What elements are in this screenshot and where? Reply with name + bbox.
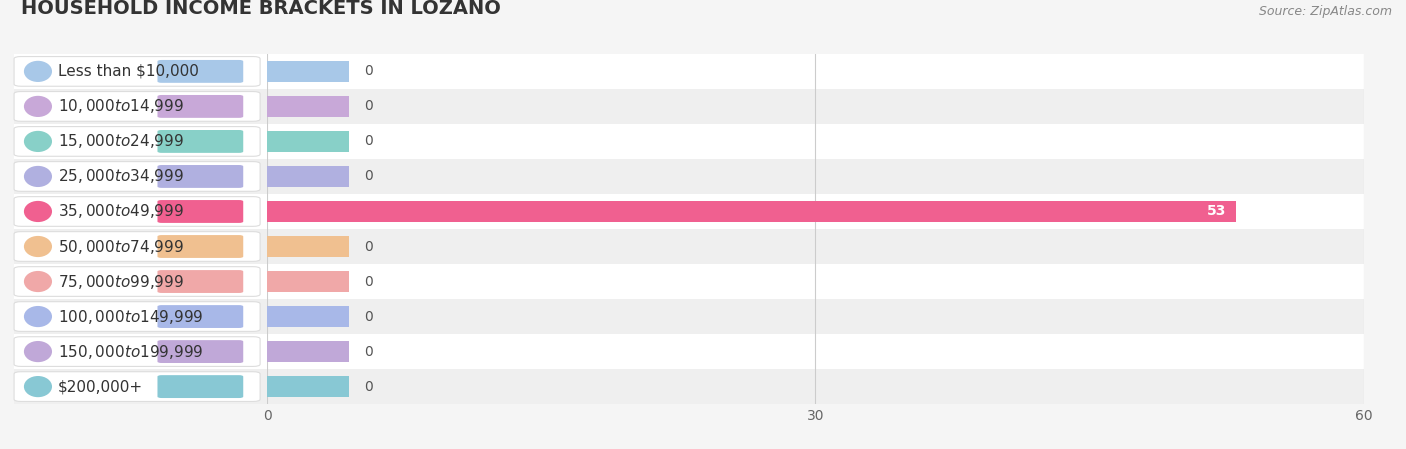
- Ellipse shape: [24, 271, 52, 292]
- Bar: [14, 89, 267, 124]
- Bar: [14, 264, 267, 299]
- Text: $200,000+: $200,000+: [58, 379, 143, 394]
- Ellipse shape: [24, 96, 52, 117]
- Text: 0: 0: [364, 379, 373, 394]
- FancyBboxPatch shape: [14, 127, 260, 156]
- FancyBboxPatch shape: [14, 267, 260, 296]
- Text: $35,000 to $49,999: $35,000 to $49,999: [58, 202, 184, 220]
- FancyBboxPatch shape: [157, 235, 243, 258]
- Bar: [14, 229, 267, 264]
- Text: $15,000 to $24,999: $15,000 to $24,999: [58, 132, 184, 150]
- Bar: [267, 271, 349, 292]
- Bar: [267, 369, 1364, 404]
- Text: 0: 0: [364, 309, 373, 324]
- Bar: [14, 369, 267, 404]
- Text: $100,000 to $149,999: $100,000 to $149,999: [58, 308, 202, 326]
- Bar: [267, 131, 349, 152]
- Bar: [267, 306, 349, 327]
- Bar: [267, 334, 1364, 369]
- Bar: [267, 299, 1364, 334]
- Text: Less than $10,000: Less than $10,000: [58, 64, 198, 79]
- Ellipse shape: [24, 166, 52, 187]
- Bar: [267, 166, 349, 187]
- Text: $10,000 to $14,999: $10,000 to $14,999: [58, 97, 184, 115]
- Bar: [267, 61, 349, 82]
- FancyBboxPatch shape: [157, 200, 243, 223]
- Text: $150,000 to $199,999: $150,000 to $199,999: [58, 343, 202, 361]
- Text: Source: ZipAtlas.com: Source: ZipAtlas.com: [1258, 5, 1392, 18]
- FancyBboxPatch shape: [157, 305, 243, 328]
- Bar: [267, 194, 1364, 229]
- FancyBboxPatch shape: [157, 60, 243, 83]
- Text: $75,000 to $99,999: $75,000 to $99,999: [58, 273, 184, 291]
- FancyBboxPatch shape: [14, 337, 260, 366]
- Bar: [14, 124, 267, 159]
- Bar: [14, 194, 267, 229]
- FancyBboxPatch shape: [14, 162, 260, 191]
- Bar: [267, 89, 1364, 124]
- Bar: [267, 236, 349, 257]
- Text: 0: 0: [364, 134, 373, 149]
- Text: HOUSEHOLD INCOME BRACKETS IN LOZANO: HOUSEHOLD INCOME BRACKETS IN LOZANO: [21, 0, 501, 18]
- FancyBboxPatch shape: [157, 130, 243, 153]
- FancyBboxPatch shape: [157, 340, 243, 363]
- Bar: [267, 54, 1364, 89]
- Ellipse shape: [24, 341, 52, 362]
- FancyBboxPatch shape: [14, 197, 260, 226]
- FancyBboxPatch shape: [157, 270, 243, 293]
- Text: $25,000 to $34,999: $25,000 to $34,999: [58, 167, 184, 185]
- Ellipse shape: [24, 201, 52, 222]
- Bar: [267, 341, 349, 362]
- Text: $50,000 to $74,999: $50,000 to $74,999: [58, 238, 184, 255]
- Bar: [14, 299, 267, 334]
- FancyBboxPatch shape: [157, 95, 243, 118]
- Text: 0: 0: [364, 344, 373, 359]
- Bar: [14, 54, 267, 89]
- Bar: [267, 159, 1364, 194]
- Text: 53: 53: [1208, 204, 1226, 219]
- Text: 0: 0: [364, 239, 373, 254]
- FancyBboxPatch shape: [14, 57, 260, 86]
- FancyBboxPatch shape: [157, 375, 243, 398]
- Bar: [267, 376, 349, 397]
- Text: 0: 0: [364, 169, 373, 184]
- Bar: [267, 229, 1364, 264]
- Ellipse shape: [24, 306, 52, 327]
- FancyBboxPatch shape: [14, 372, 260, 401]
- Bar: [267, 201, 1236, 222]
- Bar: [267, 96, 349, 117]
- FancyBboxPatch shape: [14, 302, 260, 331]
- Bar: [14, 159, 267, 194]
- FancyBboxPatch shape: [14, 232, 260, 261]
- Text: 0: 0: [364, 99, 373, 114]
- Bar: [14, 334, 267, 369]
- FancyBboxPatch shape: [14, 92, 260, 121]
- FancyBboxPatch shape: [157, 165, 243, 188]
- Ellipse shape: [24, 61, 52, 82]
- Ellipse shape: [24, 131, 52, 152]
- Ellipse shape: [24, 236, 52, 257]
- Text: 0: 0: [364, 274, 373, 289]
- Text: 0: 0: [364, 64, 373, 79]
- Bar: [267, 264, 1364, 299]
- Ellipse shape: [24, 376, 52, 397]
- Bar: [267, 124, 1364, 159]
